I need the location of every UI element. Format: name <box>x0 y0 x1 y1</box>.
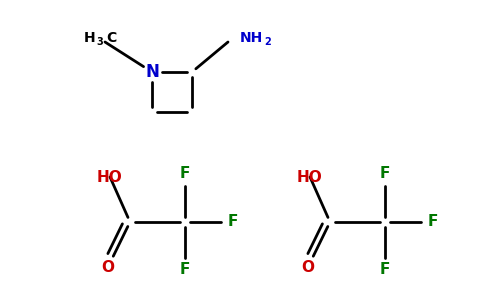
Text: F: F <box>428 214 438 230</box>
Text: F: F <box>180 167 190 182</box>
Text: NH: NH <box>240 31 263 45</box>
Text: F: F <box>380 262 390 278</box>
Text: F: F <box>180 262 190 278</box>
Text: HO: HO <box>97 169 123 184</box>
Text: O: O <box>302 260 315 274</box>
Text: F: F <box>228 214 238 230</box>
Text: O: O <box>102 260 115 274</box>
Text: 3: 3 <box>96 37 103 47</box>
Text: F: F <box>380 167 390 182</box>
Text: N: N <box>145 63 159 81</box>
Text: C: C <box>106 31 116 45</box>
Text: HO: HO <box>297 169 323 184</box>
Text: 2: 2 <box>264 37 271 47</box>
Text: H: H <box>83 31 95 45</box>
